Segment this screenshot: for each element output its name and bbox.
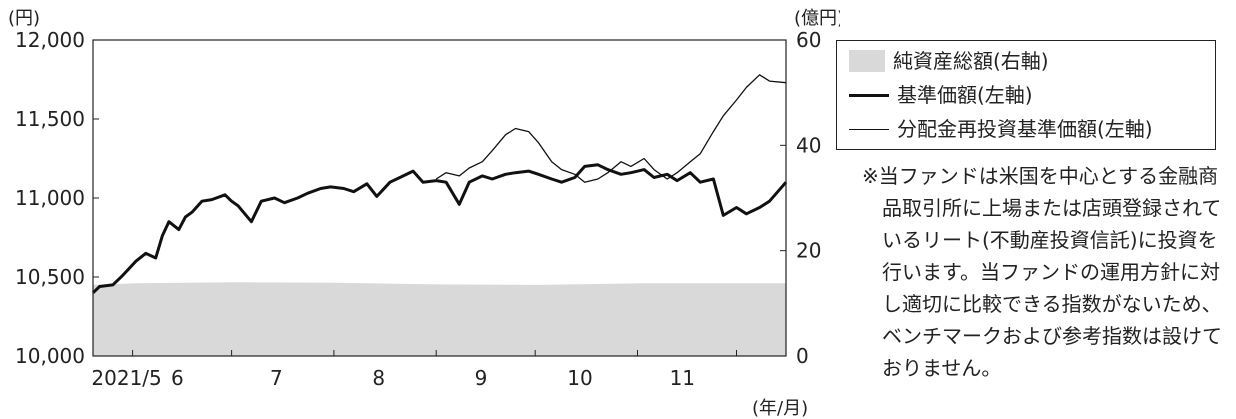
x-tick-label: 6 — [171, 366, 184, 390]
net-assets-area — [93, 282, 786, 356]
x-tick-label: 8 — [372, 366, 385, 390]
legend-item-reinvested-nav: 分配金再投資基準価額(左軸) — [849, 115, 1153, 143]
line-layer — [91, 74, 788, 294]
area-swatch-icon — [849, 50, 885, 72]
chart: 10,000 10,500 11,000 11,500 12,000 0 20 40 60 2… — [8, 8, 840, 419]
right-axis-unit: (億円) — [794, 8, 840, 29]
x-tick-label: 11 — [670, 366, 695, 390]
legend-label: 分配金再投資基準価額(左軸) — [897, 117, 1153, 141]
nav-line — [91, 163, 788, 294]
left-tick-label: 12,000 — [15, 28, 85, 52]
legend: 純資産総額(右軸) 基準価額(左軸) 分配金再投資基準価額(左軸) — [836, 40, 1216, 150]
left-tick-label: 10,500 — [15, 265, 85, 289]
legend-label: 基準価額(左軸) — [897, 83, 1033, 107]
left-axis: 10,000 10,500 11,000 11,500 12,000 — [15, 28, 99, 368]
left-tick-label: 11,500 — [15, 107, 85, 131]
legend-item-net-assets: 純資産総額(右軸) — [849, 47, 1049, 75]
x-axis-unit: (年/月) — [752, 398, 808, 419]
right-tick-label: 0 — [796, 344, 809, 368]
x-tick-label: 9 — [475, 366, 488, 390]
left-tick-label: 10,000 — [15, 344, 85, 368]
legend-item-nav: 基準価額(左軸) — [849, 81, 1033, 109]
area-layer — [93, 282, 786, 356]
thick-line-swatch-icon — [849, 83, 889, 107]
left-axis-unit: (円) — [8, 8, 40, 29]
thin-line-swatch-icon — [849, 117, 889, 141]
right-tick-label: 40 — [796, 133, 821, 157]
right-tick-label: 20 — [796, 239, 821, 263]
left-tick-label: 11,000 — [15, 186, 85, 210]
x-axis: 2021/5 6 7 8 9 10 11 — [91, 350, 737, 390]
x-tick-label: 2021/5 — [91, 366, 161, 390]
reinvested-nav-line — [435, 74, 787, 183]
legend-label: 純資産総額(右軸) — [893, 49, 1049, 73]
right-axis: 0 20 40 60 — [780, 28, 821, 368]
x-tick-label: 10 — [567, 366, 592, 390]
right-tick-label: 60 — [796, 28, 821, 52]
disclaimer-note: ※当ファンドは米国を中心とする金融商品取引所に上場または店頭登録されているリート… — [862, 164, 1222, 380]
x-tick-label: 7 — [270, 366, 283, 390]
